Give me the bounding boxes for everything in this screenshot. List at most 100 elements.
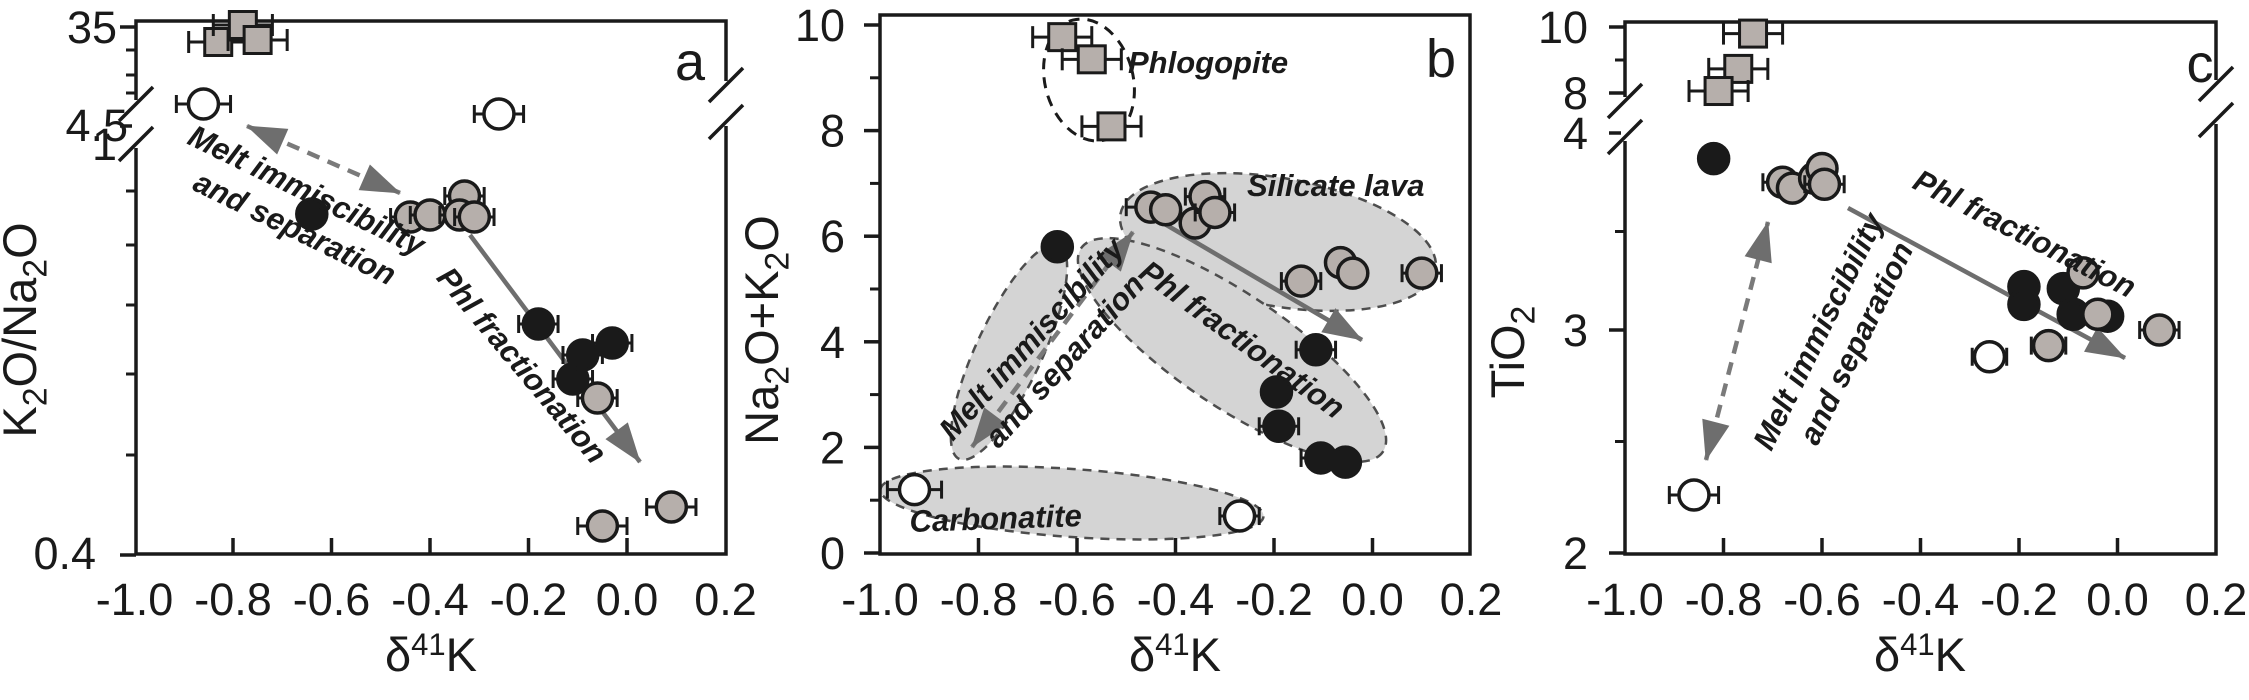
x-axis: -1.0 -0.8 -0.6 -0.4 -0.2 0.0 0.2 δ41​K [841,538,1502,681]
x-tick-label: 0.2 [2185,574,2248,625]
annotation-silicate: Silicate lava [1247,168,1425,203]
data-point-circle [457,200,492,234]
y-axis: 35 4.51 0.4 K2​O/Na2​O [0,2,136,579]
data-point-circle [1972,340,2007,374]
y-tick-label: 2 [1563,528,1588,579]
y-tick-label: 0.4 [33,528,96,579]
phl-fractionation-arrow [1156,218,1364,342]
data-point-circle [2066,256,2100,290]
series-silicate-melt-black-circles [1040,230,1363,479]
y-tick-label: 0 [820,528,845,579]
y-axis: 10 84 3 2 TiO2​ [1481,2,1625,579]
data-point-circle [1040,230,1075,264]
x-tick-label: -0.4 [1882,574,1960,625]
melt-immiscibility-arrow [1702,221,1772,461]
data-point-circle [2081,297,2115,331]
axis-break-slash [707,103,745,141]
y-tick-label: 6 [820,211,845,262]
x-tick-label: -0.2 [490,574,568,625]
series-silicate-lava-gray-circles [1124,179,1443,298]
y-tick-label: 10 [1538,2,1588,53]
x-tick-label: 0.2 [694,574,757,625]
data-point-circle [585,509,620,543]
panel-letter: a [675,32,706,92]
axis-break-gap [722,81,730,126]
x-tick-label: -0.4 [391,574,469,625]
y-tick-label: 4 [820,317,845,368]
x-tick-label: -0.6 [1038,574,1116,625]
x-axis: -1.0 -0.8 -0.6 -0.4 -0.2 0.0 0.2 δ41​K [1586,538,2247,681]
axis-break-slash [1606,118,1644,156]
carbonatite-region [880,465,1265,541]
x-tick-label: -1.0 [841,574,919,625]
y-tick-label: 3 [1563,305,1588,356]
data-point-circle [2142,313,2177,347]
data-point-circle [654,490,689,524]
axis-break-gap [1621,97,1629,141]
arrows [1702,206,2127,461]
y-tick-label: 10 [795,0,845,51]
axis-break-gap [132,100,140,148]
axis-break-slash [2197,101,2235,139]
data-point-circle [482,97,516,131]
series-phlogopite-squares [1687,18,1785,107]
data-point-circle [1677,478,1711,512]
x-axis: -1.0 -0.8 -0.6 -0.4 -0.2 0.0 0.2 δ41​K [96,538,757,681]
y-tick-label: 35 [67,2,117,53]
x-tick-label: 0.0 [596,574,659,625]
series-phlogopite-squares [1031,22,1143,142]
data-point-circle [580,381,615,415]
plot-box [134,19,728,556]
annotation-carbonatite: Carbonatite [909,498,1082,539]
phl-fractionation-arrow [1846,206,2127,360]
data-point-circle [521,307,556,341]
data-point-circle [1299,332,1333,367]
x-axis-title: δ41​K [1129,627,1221,681]
x-tick-label: -1.0 [1586,574,1664,625]
axis-break-slash [117,125,155,163]
axis-break-slash [1606,82,1644,120]
y-tick-label: 2 [820,422,845,473]
data-point-square [1703,76,1734,107]
series-carbonatite-white-circles [174,87,526,131]
panel-c: -1.0 -0.8 -0.6 -0.4 -0.2 0.0 0.2 δ41​K 10 84 3 2 TiO… [1481,2,2247,681]
x-tick-label: -0.6 [1783,574,1861,625]
y-axis-title: Na2​O+K2​O [735,215,796,445]
panel-letter: c [2187,34,2214,94]
y-tick-label: 8 [1563,68,1588,119]
x-tick-label: 0.2 [1440,574,1503,625]
axis-break-gap [2212,80,2220,124]
series-carbonatite-white-circles [1667,340,2009,512]
data-point-circle [295,197,329,231]
x-tick-label: -0.8 [1685,574,1763,625]
data-point-circle [1696,141,1731,176]
x-tick-label: -0.2 [1980,574,2058,625]
axis-break-slash [707,66,745,104]
series-silicate-lava-gray-circles [1761,151,2181,363]
x-tick-label: -1.0 [96,574,174,625]
x-tick-label: -0.8 [940,574,1018,625]
data-point-square [1096,111,1127,142]
data-point-circle [897,472,932,507]
arrows [246,123,642,464]
x-tick-label: -0.6 [293,574,371,625]
data-point-circle [1405,256,1439,290]
melt-immiscibility-arrow [970,230,1135,449]
y-tick-label: 4.5 [65,100,128,151]
data-point-square [1076,44,1107,75]
data-point-circle [1336,256,1370,290]
y-axis: 10 8 6 4 2 0 Na2​O+K2​O [735,0,880,579]
y-tick-label: 1 [92,119,117,170]
data-point-circle [1262,409,1296,444]
phl-fractionation-arrow [468,233,642,464]
annotation-text: Phlogopite [1128,45,1288,80]
x-tick-label: 0.0 [2086,574,2149,625]
axis-break-slash [2197,65,2235,103]
annotation-text: Carbonatite [909,498,1082,539]
data-point-circle [565,338,600,372]
data-point-circle [1328,445,1363,479]
annotation-phlogopite: Phlogopite [1128,45,1288,80]
